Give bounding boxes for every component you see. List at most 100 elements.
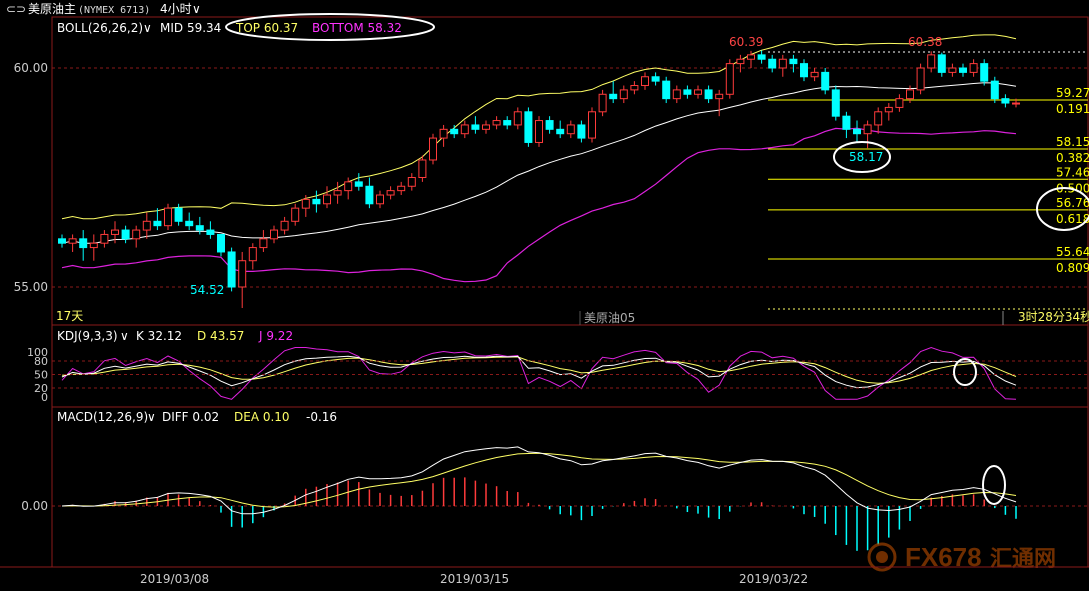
candle-body [937,54,946,73]
candle-body [58,238,66,244]
boll-upper-line [61,34,1017,220]
candle-body [969,63,978,73]
kdj-d: D 43.57 [197,329,244,343]
candle-body [89,242,98,249]
chevron-down-icon[interactable]: ∨ [147,410,156,424]
candle-body [588,111,596,139]
boll-label[interactable]: BOLL(26,26,2) [57,21,143,35]
kdj-tick: 80 [34,355,48,368]
candle-body [535,120,543,143]
swing-low-label: 58.17 [849,150,883,164]
back-icon[interactable]: ⊂⊃ [6,2,26,16]
boll-top: TOP 60.37 [235,21,298,35]
candle-body [863,124,872,135]
candle-body [800,63,808,78]
candle-body [111,229,119,235]
chevron-down-icon[interactable]: ∨ [192,2,201,16]
candle-body [884,106,893,113]
candle-body [959,67,967,73]
candle-body [609,93,618,100]
candle-body [291,207,300,222]
candle-body [736,58,745,65]
kdj-tick: 100 [27,346,48,359]
candle-body [397,185,406,192]
macd-zero-tick: 0.00 [21,499,48,513]
candle-body [598,93,607,113]
instrument-name[interactable]: 美原油主 [28,2,76,16]
fib-ratio: 0.618 [1056,212,1089,226]
contract-label: 美原油05 [584,311,635,325]
candle-body [821,71,830,91]
instrument-code: (NYMEX 6713) [78,5,150,16]
chevron-down-icon[interactable]: ∨ [120,329,129,343]
kdj-d-line [61,356,1017,384]
candle-body [259,238,268,249]
candle-body [174,207,183,222]
candle-body [651,76,660,82]
candle-body [323,194,331,205]
candle-body [641,76,649,87]
chevron-down-icon[interactable]: ∨ [143,21,152,35]
candle-body [662,80,671,100]
candle-body [503,120,512,126]
date-label: 2019/03/15 [440,572,509,586]
candle-body [100,233,109,244]
kdj-lines [61,346,1017,400]
kdj-j-line [61,346,1017,400]
candle-body [715,93,724,100]
candle-body [524,111,533,143]
candle-body [185,220,194,227]
candle-body [1001,98,1010,104]
highlight-circle [982,465,1006,505]
candle-body [418,159,427,178]
candle-body [79,238,88,249]
candle-body [248,247,257,262]
candle-body [513,111,522,126]
candle-body [906,89,914,100]
kdj-j: J 9.22 [258,329,293,343]
candle-body [810,71,819,78]
candle-body [270,229,278,240]
candle-body [545,120,554,130]
boll-mid: MID 59.34 [160,21,221,35]
candle-body [694,89,702,95]
date-label: 2019/03/22 [739,572,808,586]
candle-body [757,54,766,60]
fib-price: 59.27 [1056,86,1089,100]
boll-mid-line [61,82,1017,244]
fib-price: 56.76 [1056,196,1089,210]
candle-body [460,124,469,135]
candle-body [747,54,755,60]
candle-body [280,220,289,231]
fib-price: 55.64 [1056,245,1089,259]
fib-price: 58.15 [1056,135,1089,149]
candle-body [672,89,681,100]
highlight-circle [225,13,435,41]
candle-body [778,58,787,69]
low-label: 54.52 [190,283,224,297]
candle-body [68,238,77,244]
macd-diff-line [61,446,1017,515]
highlight-circle [953,358,977,386]
high-label: 60.39 [729,35,763,49]
kdj-label[interactable]: KDJ(9,3,3) [57,329,118,343]
candle-body [429,137,437,161]
price-tick: 55.00 [14,280,48,294]
fib-ratio: 0.382 [1056,151,1089,165]
candle-body [333,190,342,196]
candle-body [376,194,384,205]
candle-body [1012,102,1020,105]
macd-lines [61,446,1017,515]
candle-body [195,225,204,231]
kdj-tick: 0 [41,391,48,404]
candle-body [948,67,957,73]
macd-label[interactable]: MACD(12,26,9) [57,410,148,424]
candle-body [725,63,734,95]
period-selector[interactable]: 4小时 [160,2,192,16]
boll-bottom: BOTTOM 58.32 [312,21,402,35]
candlesticks [58,50,1020,309]
candle-body [407,177,416,187]
candle-body [227,251,236,288]
candle-body [768,58,777,69]
